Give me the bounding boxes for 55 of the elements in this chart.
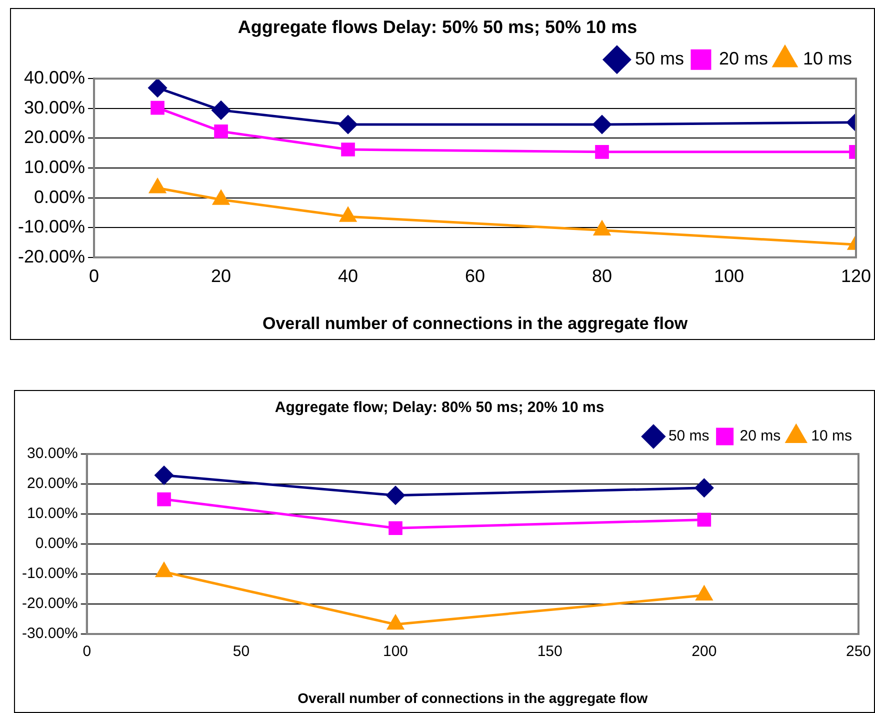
chart-title: Aggregate flow; Delay: 80% 50 ms; 20% 10 ms [274,399,604,416]
y-tick-label: 40.00% [24,68,86,88]
y-tick-label: 0.00% [35,535,78,552]
y-tick-label: -20.00% [18,246,86,266]
legend-label: 20 ms [718,48,768,69]
point [386,486,405,505]
y-tick-label: -10.00% [22,565,78,582]
point [212,100,230,120]
x-tick-label: 0 [82,643,92,660]
x-tick-label: 50 [232,643,250,660]
point [212,190,230,205]
point [156,562,172,578]
point [154,466,174,485]
y-tick-label: 30.00% [24,97,86,118]
point [694,478,714,498]
x-tick-label: 150 [537,643,562,660]
legend-label: 10 ms [811,428,852,445]
x-axis-title: Overall number of connections in the aggregate flow [262,314,688,334]
x-tick-label: 120 [840,266,872,286]
point [387,615,404,630]
legend-label: 50 ms [634,48,684,69]
x-tick-label: 0 [89,266,100,286]
point [341,142,355,156]
point [148,78,167,98]
point [157,492,171,506]
y-tick-label: 20.00% [26,475,78,492]
point [214,124,228,138]
x-tick-label: 40 [338,266,358,286]
point [697,512,712,527]
chart-title: Aggregate flows Delay: 50% 50 ms; 50% 10 ms [238,16,638,37]
legend-label: 20 ms [740,428,781,445]
y-tick-label: 10.00% [26,505,78,522]
y-tick-label: -20.00% [22,595,78,612]
point [388,521,402,536]
x-tick-label: 200 [692,643,717,660]
y-tick-label: 10.00% [24,156,86,177]
x-tick-label: 20 [211,266,232,286]
y-tick-label: -10.00% [18,216,86,237]
x-tick-label: 100 [383,643,408,660]
point [340,207,356,222]
y-tick-label: 20.00% [24,127,86,148]
point [338,115,358,134]
x-tick-label: 80 [592,266,612,286]
legend-label: 10 ms [802,48,852,69]
legend-label: 50 ms [668,428,710,445]
point [149,178,166,194]
y-tick-label: 0.00% [34,186,86,207]
point [696,586,712,601]
x-tick-label: 250 [846,643,871,660]
y-tick-label: 30.00% [26,445,78,462]
x-axis-title: Overall number of connections in the aggregate flow [298,690,648,706]
y-tick-label: -30.00% [22,625,78,642]
x-tick-label: 60 [465,266,486,286]
point [150,100,164,115]
x-tick-label: 100 [714,266,744,286]
